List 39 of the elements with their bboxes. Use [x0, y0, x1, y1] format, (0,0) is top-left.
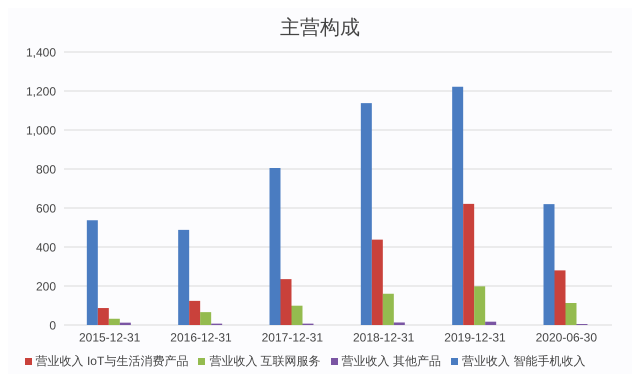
y-tick-label: 1,000 — [26, 123, 56, 138]
y-tick-label: 800 — [36, 162, 56, 176]
y-tick-label: 400 — [36, 240, 56, 254]
bar — [554, 270, 566, 325]
x-tick-label: 2017-12-31 — [262, 330, 324, 345]
y-tick-label: 200 — [36, 279, 56, 294]
x-tick-label: 2018-12-31 — [352, 330, 415, 345]
legend-label: 营业收入 互联网服务 — [209, 354, 321, 368]
x-tick-label: 2016-12-31 — [170, 330, 232, 345]
chart-title: 主营构成 — [279, 16, 361, 41]
bar — [566, 302, 576, 325]
bar — [360, 103, 372, 325]
bar — [189, 300, 200, 325]
legend-label: 营业收入 其他产品 — [342, 354, 441, 368]
x-tick-label: 2020-06-30 — [536, 330, 598, 345]
bar — [178, 230, 190, 325]
bar — [544, 204, 554, 325]
bar — [372, 240, 383, 325]
y-tick-label: 0 — [49, 318, 56, 332]
bar — [86, 220, 98, 325]
bar — [474, 286, 486, 325]
y-tick-label: 600 — [36, 201, 56, 216]
legend-label: 营业收入 智能手机收入 — [462, 354, 586, 368]
x-tick-label: 2015-12-31 — [78, 330, 141, 345]
y-tick-label: 1,200 — [26, 84, 56, 98]
bar — [394, 322, 405, 325]
bar — [270, 168, 280, 325]
x-tick-label: 2019-12-31 — [444, 330, 506, 345]
bar — [382, 294, 394, 325]
bar — [200, 312, 212, 325]
bar — [485, 322, 496, 325]
bar — [463, 204, 474, 325]
bar — [292, 306, 302, 325]
bar — [98, 308, 109, 325]
bar — [452, 86, 464, 325]
y-tick-label: 1,400 — [26, 45, 56, 60]
bar — [108, 318, 120, 325]
legend-label: 营业收入 IoT与生活消费产品 — [36, 354, 188, 368]
bar — [280, 279, 292, 325]
